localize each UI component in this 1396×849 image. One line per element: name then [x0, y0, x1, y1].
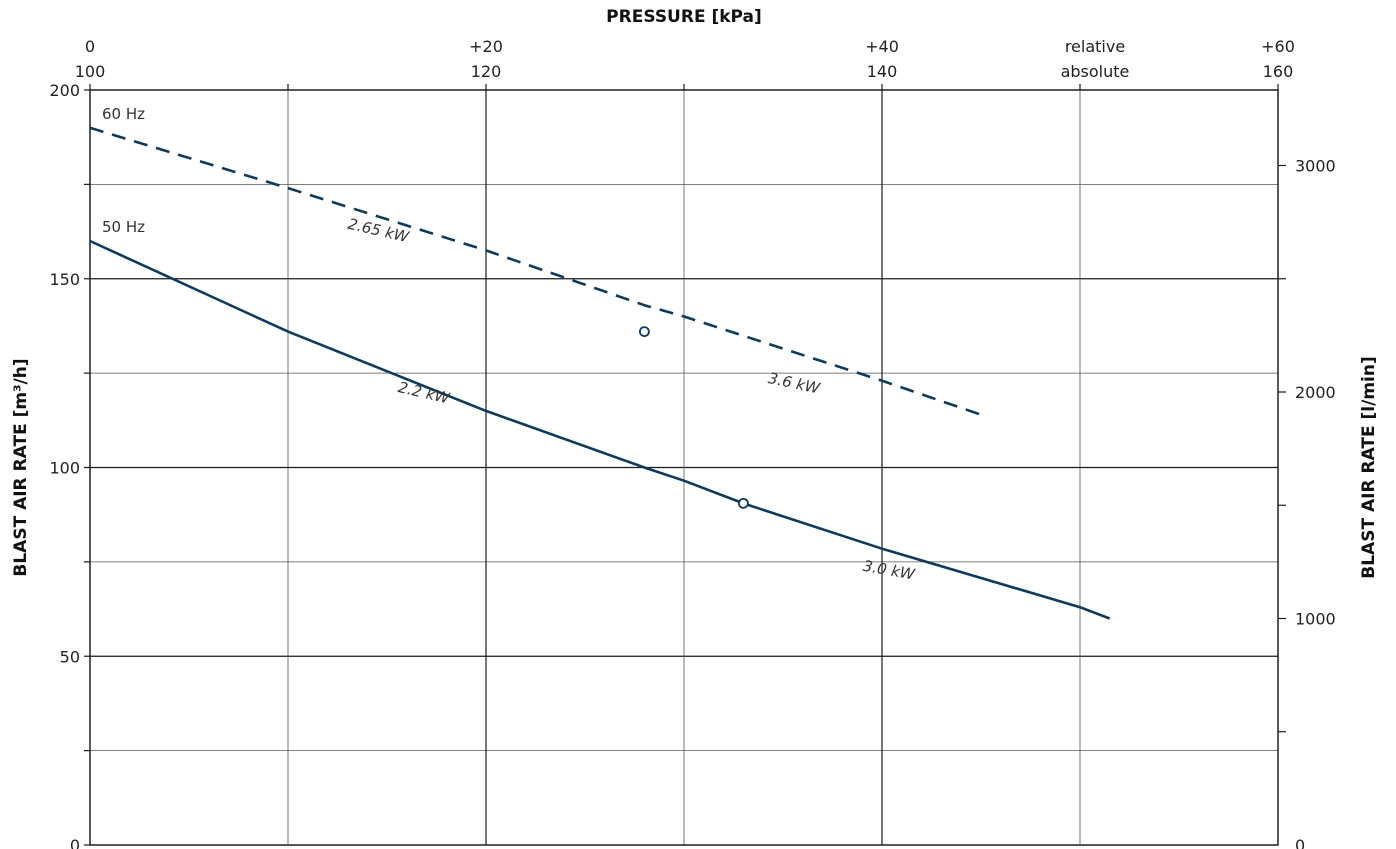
right-y-tick-label: 2000 [1295, 383, 1336, 402]
power-label: 2.2 kW [396, 378, 452, 408]
x-tick-label-absolute: 120 [471, 62, 502, 81]
series-line [89, 239, 1111, 620]
x-tick-label-relative: 0 [85, 37, 95, 56]
right-y-tick-label: 1000 [1295, 609, 1336, 628]
left-y-tick-label: 200 [49, 81, 80, 100]
x-tick-label-relative: +40 [865, 37, 899, 56]
series-label: 60 Hz [102, 105, 145, 123]
left-y-axis-title: BLAST AIR RATE [m³/h] [11, 358, 31, 576]
x-axis-title: PRESSURE [kPa] [606, 7, 762, 27]
relative-scale-label: relative [1065, 37, 1125, 56]
series-label: 50 Hz [102, 218, 145, 236]
absolute-scale-label: absolute [1061, 62, 1130, 81]
series-line [89, 126, 982, 416]
right-y-axis-title: BLAST AIR RATE [l/min] [1359, 356, 1379, 578]
left-y-tick-label: 50 [60, 647, 80, 666]
left-y-tick-label: 0 [70, 836, 80, 849]
right-y-tick-label: 3000 [1295, 156, 1336, 175]
power-label: 3.0 kW [862, 557, 918, 584]
left-y-tick-label: 100 [49, 459, 80, 478]
x-tick-label-absolute: 140 [867, 62, 898, 81]
left-y-tick-label: 150 [49, 270, 80, 289]
operating-point-marker [738, 497, 749, 509]
x-tick-label-absolute: 100 [75, 62, 106, 81]
curves [89, 126, 1111, 620]
grid [84, 84, 1286, 846]
x-tick-label-absolute: 160 [1263, 62, 1294, 81]
right-y-tick-label: 0 [1295, 836, 1305, 849]
power-label: 2.65 kW [346, 215, 411, 247]
x-tick-label-relative: +20 [469, 37, 503, 56]
x-tick-label-relative: +60 [1261, 37, 1295, 56]
operating-point-marker [639, 326, 650, 338]
